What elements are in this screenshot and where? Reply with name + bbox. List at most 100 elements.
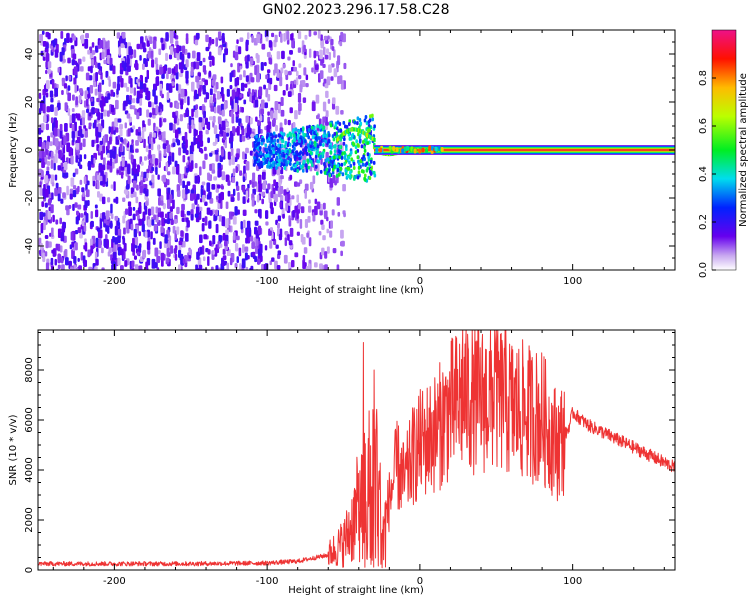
noise-cell [263,61,267,67]
noise-cell [276,68,280,78]
noise-cell [87,249,91,258]
noise-cell [206,92,210,100]
noise-cell [38,92,42,100]
noise-cell [287,234,290,241]
noise-cell [99,144,103,153]
noise-cell [117,118,122,123]
noise-cell [278,233,283,241]
noise-cell [325,110,329,118]
noise-cell [74,230,79,235]
onset-cell [310,159,313,164]
noise-cell [175,83,179,91]
noise-cell [326,228,330,234]
noise-cell [60,31,64,39]
noise-cell [239,134,243,143]
noise-cell [139,98,143,106]
noise-cell [110,203,113,214]
noise-cell [72,185,77,190]
noise-cell [209,163,212,171]
noise-cell [307,205,312,213]
noise-cell [305,82,309,88]
noise-cell [323,78,327,84]
noise-cell [67,57,71,64]
noise-cell [110,184,114,189]
noise-cell [326,216,329,222]
noise-cell [38,127,42,135]
noise-cell [64,123,68,132]
colorbar-tick-label: 0.6 [698,118,709,134]
snr-frame [37,329,676,571]
noise-cell [51,227,54,238]
carrier-onset-cell [428,145,432,151]
noise-cell [138,205,142,214]
noise-cell [44,175,48,184]
noise-cell [103,219,108,224]
noise-cell [82,138,86,148]
noise-cell [68,75,72,81]
onset-cell [340,162,344,167]
noise-cell [320,34,323,41]
onset-cell [288,142,292,147]
noise-cell [148,101,152,108]
noise-cell [80,213,84,218]
snr-y-tick-label: 2000 [24,507,35,532]
onset-cell [266,138,269,143]
noise-cell [186,188,190,194]
onset-cell [275,155,279,160]
onset-cell [360,169,364,174]
noise-cell [283,189,287,196]
noise-cell [146,172,149,179]
noise-cell [314,64,319,71]
noise-cell [151,59,155,68]
onset-cell [363,145,366,150]
onset-cell [259,154,263,159]
noise-cell [109,57,113,66]
noise-cell [192,269,195,270]
noise-cell [256,34,261,43]
noise-cell [90,220,94,228]
noise-cell [298,63,302,68]
noise-cell [166,179,170,186]
noise-cell [322,101,327,112]
noise-cell [296,231,300,236]
noise-cell [91,107,96,115]
noise-cell [297,31,302,40]
noise-cell [45,240,49,249]
noise-cell [234,243,239,252]
onset-cell [289,158,292,163]
noise-cell [320,158,323,165]
onset-cell [302,132,305,137]
noise-cell [187,52,191,59]
noise-cell [171,152,175,162]
spectrogram-x-tick-label: -100 [256,276,279,287]
noise-cell [324,251,328,259]
carrier-onset-cell [421,147,425,153]
noise-cell [120,77,124,88]
noise-cell [136,97,140,104]
onset-cell [259,146,262,151]
noise-cell [109,63,114,71]
noise-cell [87,160,92,171]
noise-cell [100,180,104,186]
carrier-onset-cell [418,148,422,154]
noise-cell [74,83,77,93]
noise-cell [94,266,98,270]
noise-cell [89,53,94,60]
noise-cell [245,190,249,200]
noise-cell [144,156,147,161]
noise-cell [236,185,240,191]
noise-cell [69,37,73,43]
onset-cell [316,171,319,176]
noise-cell [261,198,265,205]
noise-cell [225,201,229,210]
noise-cell [57,67,60,73]
noise-cell [211,38,215,45]
noise-cell [77,227,82,233]
noise-cell [116,169,120,174]
noise-cell [293,79,297,85]
noise-cell [290,33,294,41]
noise-cell [229,84,233,90]
noise-cell [143,138,146,149]
noise-cell [135,63,139,71]
noise-cell [324,54,329,60]
